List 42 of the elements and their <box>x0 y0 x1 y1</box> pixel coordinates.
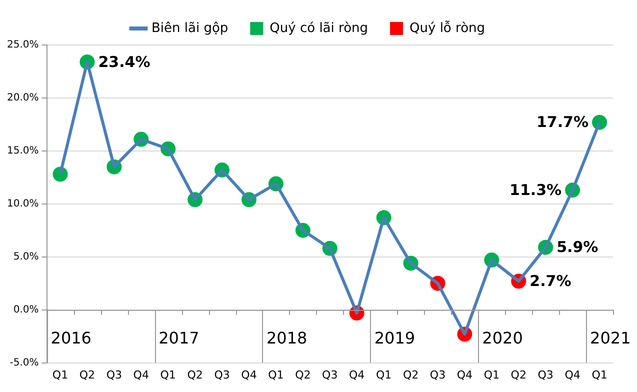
x-tick-label: Q4 <box>133 368 149 382</box>
annotation: 2018 <box>266 328 308 348</box>
data-label: 11.3% <box>510 181 562 200</box>
annotation: 2017 <box>158 328 200 348</box>
x-tick-label: Q3 <box>430 368 446 382</box>
data-label: 5.9% <box>556 238 598 256</box>
x-tick-label: Q1 <box>484 368 500 382</box>
x-tick-label: Q3 <box>322 368 338 382</box>
y-tick-label: -5.0% <box>10 357 39 368</box>
x-tick-label: Q2 <box>402 368 419 382</box>
x-tick-label: Q2 <box>79 368 96 382</box>
x-tick-label: Q1 <box>160 368 176 382</box>
data-label: 23.4% <box>98 52 150 71</box>
x-tick-label: Q3 <box>106 368 122 382</box>
x-tick-label: Q4 <box>241 368 257 382</box>
legend-label: Quý lỗ ròng <box>410 20 486 36</box>
y-tick-label: 20.0% <box>6 92 39 104</box>
legend-label: Biên lãi gộp <box>151 20 228 36</box>
x-tick-label: Q1 <box>592 368 608 382</box>
x-tick-label: Q3 <box>214 368 230 382</box>
x-tick-label: Q1 <box>268 368 284 382</box>
x-tick-label: Q2 <box>187 368 203 382</box>
x-tick-label: Q3 <box>538 368 554 382</box>
annotation: 2016 <box>50 328 92 348</box>
legend-label: Quý có lãi ròng <box>270 20 368 36</box>
x-tick-label: Q2 <box>510 368 526 382</box>
y-tick-label: 15.0% <box>6 146 39 157</box>
x-tick-label: Q4 <box>349 368 365 382</box>
y-tick-label: 10.0% <box>6 198 39 210</box>
y-tick-label: 5.0% <box>13 251 39 262</box>
data-label: 2.7% <box>530 272 572 290</box>
annotation: 2021 <box>590 328 631 348</box>
x-tick-label: Q4 <box>564 368 580 382</box>
x-tick-label: Q4 <box>456 368 473 382</box>
annotation: 2020 <box>482 328 523 348</box>
data-label: 17.7% <box>536 113 589 132</box>
annotation: 2019 <box>374 328 416 348</box>
x-tick-label: Q1 <box>52 368 68 382</box>
y-tick-label: 25.0% <box>6 40 39 51</box>
x-tick-label: Q2 <box>295 368 311 382</box>
y-tick-label: 0.0% <box>13 304 39 316</box>
x-tick-label: Q1 <box>376 368 392 382</box>
